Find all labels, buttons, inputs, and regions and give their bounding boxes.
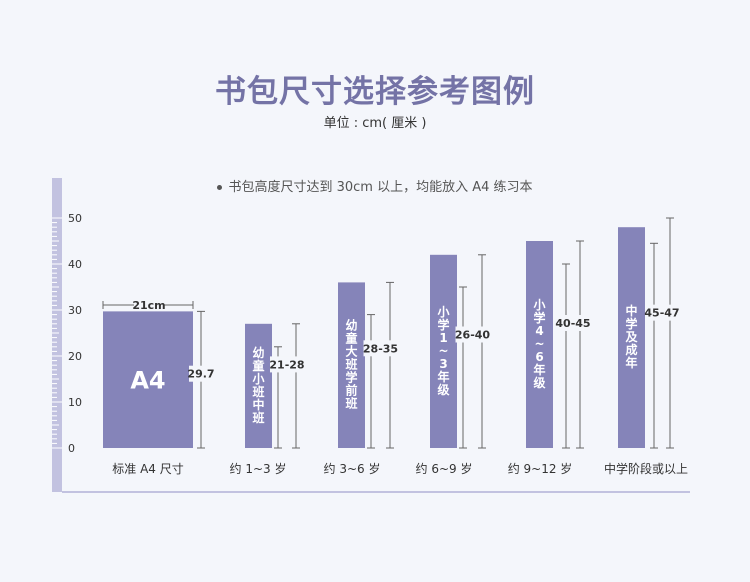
bar-label: 幼童大班学前班 bbox=[345, 318, 357, 411]
range-label: 29.7 bbox=[187, 368, 214, 381]
y-tick-label: 30 bbox=[68, 304, 82, 317]
bar bbox=[103, 311, 193, 448]
page-title: 书包尺寸选择参考图例 bbox=[215, 74, 535, 110]
bar bbox=[618, 227, 645, 448]
y-tick-label: 0 bbox=[68, 442, 75, 455]
range-label-bg bbox=[363, 340, 398, 357]
unit-label: 单位 : cm( 厘米 ) bbox=[323, 116, 427, 131]
range-label-bg bbox=[270, 356, 304, 373]
y-tick-label: 40 bbox=[68, 258, 82, 271]
y-tick-label: 20 bbox=[68, 350, 82, 363]
ruler-strip bbox=[52, 178, 62, 492]
note-label: 书包高度尺寸达到 30cm 以上，均能放入 A4 练习本 bbox=[228, 180, 533, 195]
range-label-bg bbox=[455, 326, 490, 343]
range-label: 26-40 bbox=[455, 329, 491, 342]
range-label-bg bbox=[556, 315, 590, 331]
note-text: 书包高度尺寸达到 30cm 以上，均能放入 A4 练习本 bbox=[0, 176, 750, 195]
category-label: 约 9~12 岁 bbox=[508, 461, 573, 476]
category-label: 约 6~9 岁 bbox=[416, 461, 473, 476]
a4-width-label-bg bbox=[134, 297, 164, 311]
bar-label: 小学 4 ~6 年级 bbox=[533, 297, 545, 390]
range-label: 40-45 bbox=[555, 317, 590, 330]
bar bbox=[338, 282, 365, 448]
range-label: 28-35 bbox=[363, 342, 398, 355]
y-tick-label: 10 bbox=[68, 396, 82, 409]
range-label-bg bbox=[189, 365, 213, 382]
category-label: 约 1~3 岁 bbox=[230, 461, 287, 476]
bar bbox=[526, 241, 553, 448]
bar-label: 小学 1 ~3 年级 bbox=[437, 304, 449, 397]
category-label: 中学阶段或以上 bbox=[604, 461, 688, 476]
bar-label: A4 bbox=[130, 367, 165, 395]
y-tick-label: 50 bbox=[68, 212, 82, 225]
bar bbox=[245, 323, 272, 448]
bar-label: 幼童小班中班 bbox=[252, 345, 264, 425]
category-label: 标准 A4 尺寸 bbox=[112, 462, 183, 476]
range-label: 45-47 bbox=[644, 307, 679, 320]
bullet-icon bbox=[217, 185, 223, 190]
range-label-bg bbox=[645, 304, 679, 321]
bar-label: 中学及成年 bbox=[625, 303, 638, 370]
a4-width-label: 21cm bbox=[132, 299, 165, 312]
bar bbox=[430, 254, 457, 448]
range-label: 21-28 bbox=[269, 358, 304, 371]
category-label: 约 3~6 岁 bbox=[324, 461, 381, 476]
